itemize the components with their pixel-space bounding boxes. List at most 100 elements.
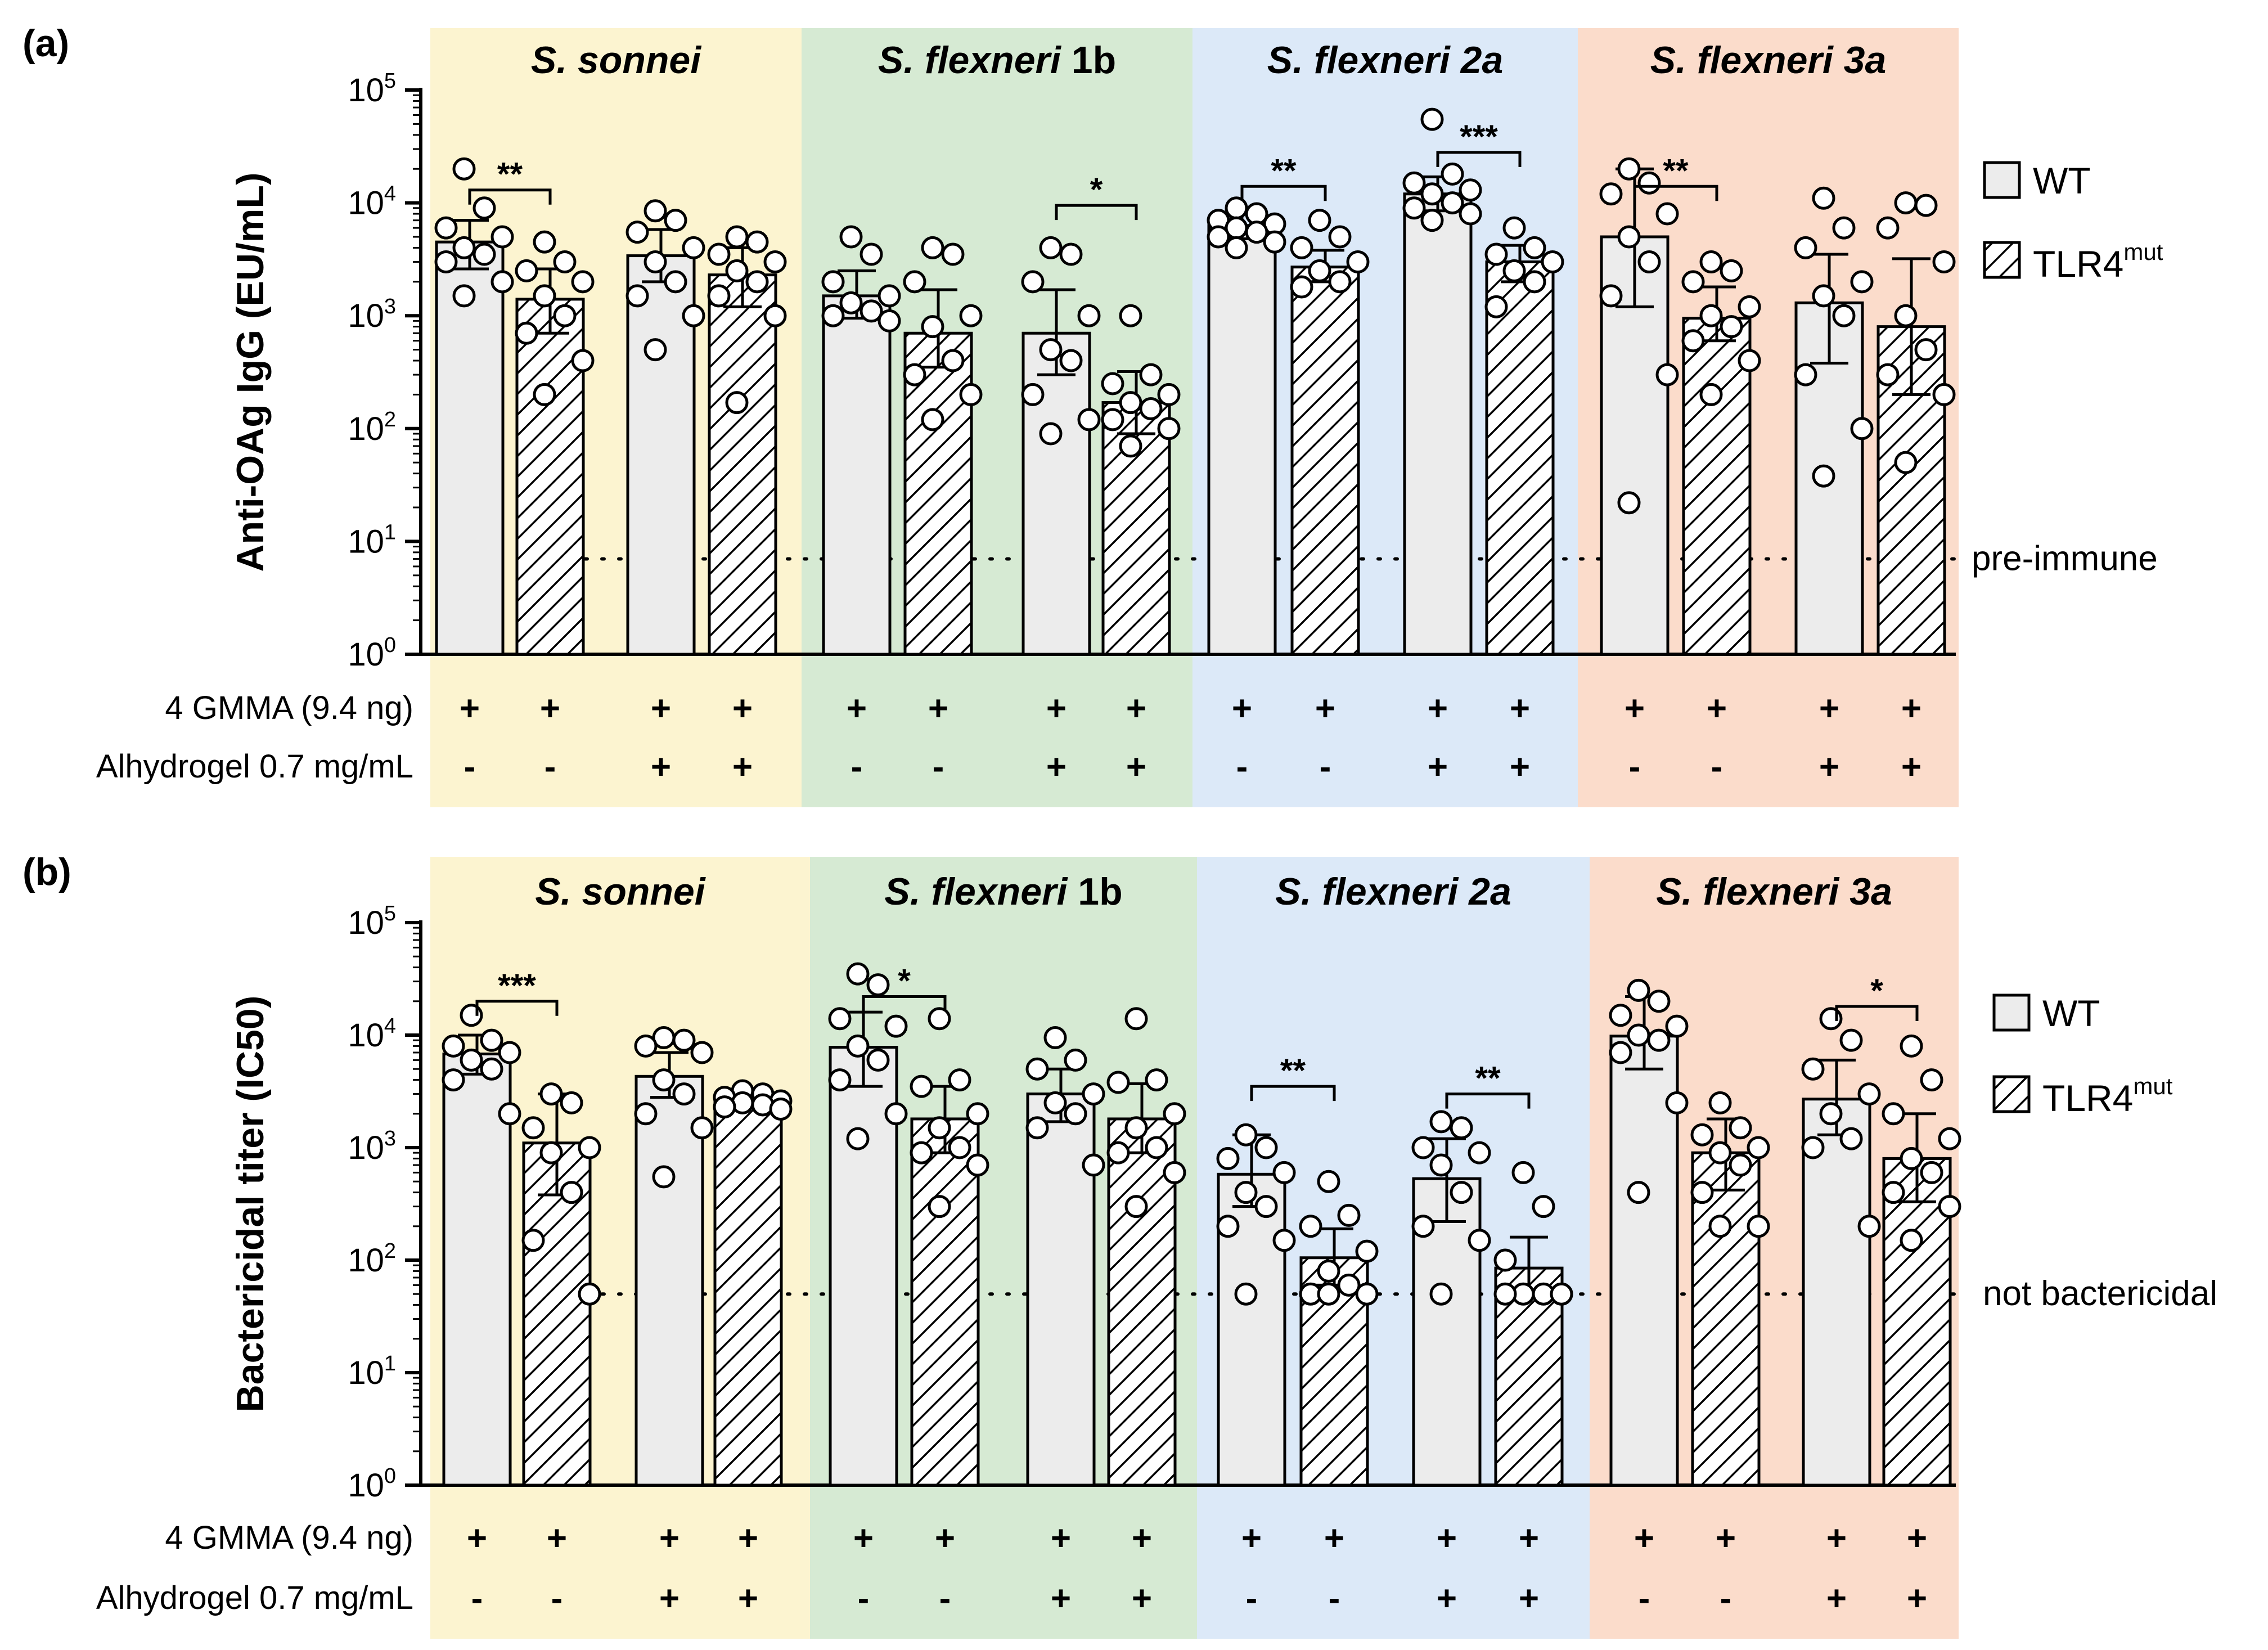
data-point xyxy=(1346,250,1370,273)
species-title: S. flexneri 3a xyxy=(1656,870,1892,913)
data-point xyxy=(966,1153,989,1177)
data-point xyxy=(1720,259,1743,282)
gmma-sign: + xyxy=(1324,1519,1344,1558)
data-point xyxy=(866,1048,890,1072)
y-tick-label: 105 xyxy=(348,69,396,109)
data-point xyxy=(903,270,926,294)
data-point xyxy=(1468,1229,1491,1252)
data-point xyxy=(644,250,667,273)
data-point xyxy=(533,284,556,308)
data-point xyxy=(1857,1082,1881,1106)
data-point xyxy=(664,209,687,232)
data-point xyxy=(1920,1068,1943,1092)
alhydrogel-sign: + xyxy=(1126,748,1146,786)
data-point xyxy=(1225,236,1248,259)
data-point xyxy=(1747,1136,1770,1159)
data-point xyxy=(1077,304,1101,327)
data-point xyxy=(959,304,983,327)
data-point xyxy=(1290,275,1313,299)
bar-tlr4mut xyxy=(1882,1157,1952,1487)
alhydrogel-sign: - xyxy=(1629,748,1641,786)
data-point xyxy=(1245,221,1268,244)
data-point xyxy=(1411,1136,1435,1159)
data-point xyxy=(860,299,883,323)
data-point xyxy=(713,1095,736,1119)
alhydrogel-sign: + xyxy=(1046,748,1066,786)
data-point xyxy=(652,1068,676,1092)
data-point xyxy=(1145,1136,1168,1159)
gmma-sign: + xyxy=(1241,1519,1262,1558)
bar-tlr4mut xyxy=(1682,317,1752,656)
data-point xyxy=(1263,230,1286,254)
data-point xyxy=(1043,1026,1067,1049)
gmma-sign: + xyxy=(847,689,867,728)
data-point xyxy=(1021,383,1045,406)
y-tick-label: 103 xyxy=(348,295,396,334)
data-point xyxy=(1794,363,1817,386)
bar-wt xyxy=(1022,331,1091,656)
data-point xyxy=(1647,1028,1671,1052)
data-point xyxy=(1420,107,1444,131)
data-point xyxy=(1082,1082,1105,1106)
data-point xyxy=(1801,1136,1825,1159)
data-point xyxy=(1681,270,1705,294)
data-point xyxy=(690,1116,714,1140)
data-point xyxy=(472,242,496,266)
data-point xyxy=(480,1028,503,1052)
data-point xyxy=(533,383,556,406)
data-point xyxy=(1720,315,1743,339)
data-point xyxy=(928,1116,951,1140)
data-point xyxy=(928,1007,951,1031)
gmma-sign: + xyxy=(1826,1519,1847,1558)
data-point xyxy=(1502,259,1526,282)
data-point xyxy=(725,391,749,415)
bar-tlr4mut xyxy=(903,331,973,656)
data-point xyxy=(1665,1091,1689,1114)
data-point xyxy=(1920,1161,1943,1184)
alhydrogel-sign: + xyxy=(1051,1579,1071,1618)
data-point xyxy=(490,270,514,294)
data-point xyxy=(571,270,595,294)
gmma-sign: + xyxy=(1232,689,1252,728)
significance-label: *** xyxy=(1460,119,1498,155)
data-point xyxy=(452,157,476,181)
data-point xyxy=(1690,1123,1714,1147)
species-title: S. flexneri 1b xyxy=(878,39,1116,82)
gmma-sign: + xyxy=(1819,689,1839,728)
data-point xyxy=(672,1082,696,1106)
data-point xyxy=(1681,329,1705,353)
gmma-sign: + xyxy=(540,689,560,728)
alhydrogel-sign: + xyxy=(1437,1579,1457,1618)
alhydrogel-sign: - xyxy=(471,1579,483,1618)
y-axis-title: Anti-OAg IgG (EU/mL) xyxy=(229,172,272,572)
data-point xyxy=(1882,1181,1905,1204)
data-point xyxy=(480,1057,503,1081)
data-point xyxy=(921,236,944,259)
data-point xyxy=(941,242,965,266)
significance-bracket xyxy=(1436,151,1522,167)
data-point xyxy=(763,304,787,327)
data-point xyxy=(1039,422,1063,446)
gmma-sign: + xyxy=(1907,1519,1927,1558)
bar-wt xyxy=(1207,224,1277,656)
significance-label: * xyxy=(898,963,911,1000)
bar-tlr4mut xyxy=(910,1117,980,1487)
gmma-sign: + xyxy=(1126,689,1146,728)
data-point xyxy=(472,196,496,220)
data-point xyxy=(1139,397,1163,420)
significance-label: ** xyxy=(1475,1060,1501,1097)
alhydrogel-sign: + xyxy=(738,1579,758,1618)
row-label-alhydrogel: Alhydrogel 0.7 mg/mL xyxy=(96,748,413,785)
data-point xyxy=(1043,1091,1067,1114)
species-title: S. flexneri 1b xyxy=(884,870,1122,913)
data-point xyxy=(821,304,845,327)
data-point xyxy=(1059,349,1083,372)
data-point xyxy=(1101,372,1124,395)
data-point xyxy=(921,315,944,339)
row-label-alhydrogel: Alhydrogel 0.7 mg/mL xyxy=(96,1580,413,1616)
bar-tlr4mut xyxy=(1485,260,1555,656)
data-point xyxy=(1207,225,1230,249)
bar-wt xyxy=(634,1074,704,1487)
y-axis-title: Bactericidal titer (IC50) xyxy=(229,996,272,1413)
data-point xyxy=(1124,1007,1148,1031)
